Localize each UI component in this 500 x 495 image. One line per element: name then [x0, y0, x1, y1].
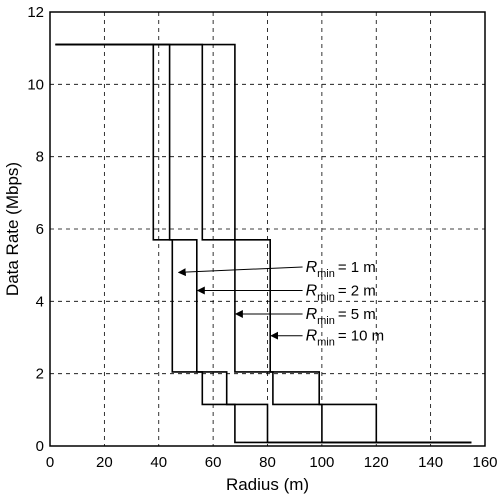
series-line-2: [55, 43, 472, 444]
x-tick-label: 60: [205, 454, 222, 471]
x-tick-label: 140: [418, 454, 443, 471]
annotation-label: Rmin = 5 m: [306, 306, 376, 327]
grid: [50, 12, 485, 446]
annotation-arrow: [177, 266, 303, 277]
series-line-3: [55, 43, 472, 444]
annotation-2: Rmin = 2 m: [196, 282, 376, 303]
y-tick-label: 10: [27, 76, 44, 93]
annotation-1: Rmin = 1 m: [177, 259, 376, 280]
y-tick-label: 4: [36, 293, 44, 310]
series-line-4: [55, 43, 472, 444]
y-tick-label: 2: [36, 366, 44, 383]
x-tick-label: 160: [472, 454, 497, 471]
y-tick-label: 6: [36, 221, 44, 238]
annotation-label: Rmin = 2 m: [306, 282, 376, 303]
annotation-4: Rmin = 10 m: [270, 328, 385, 349]
y-tick-label: 12: [27, 4, 44, 21]
annotation-label: Rmin = 10 m: [306, 328, 385, 349]
y-tick-label: 0: [36, 438, 44, 455]
tick-labels: 0 20 40 60 80 100 120 140 160 0 2 4 6 8 10 12: [27, 4, 497, 471]
x-tick-label: 0: [46, 454, 54, 471]
x-tick-label: 40: [150, 454, 167, 471]
x-tick-label: 120: [364, 454, 389, 471]
x-axis-label: Radius (m): [226, 475, 309, 494]
y-axis-label: Data Rate (Mbps): [3, 162, 22, 296]
plot-frame: [49, 11, 486, 447]
annotation-label: Rmin = 1 m: [306, 259, 376, 280]
x-tick-label: 20: [96, 454, 113, 471]
y-tick-label: 8: [36, 149, 44, 166]
annotation-3: Rmin = 5 m: [234, 306, 376, 327]
x-tick-label: 100: [309, 454, 334, 471]
series-line-1: [55, 43, 472, 444]
x-tick-label: 80: [259, 454, 276, 471]
series-group: [55, 43, 472, 444]
